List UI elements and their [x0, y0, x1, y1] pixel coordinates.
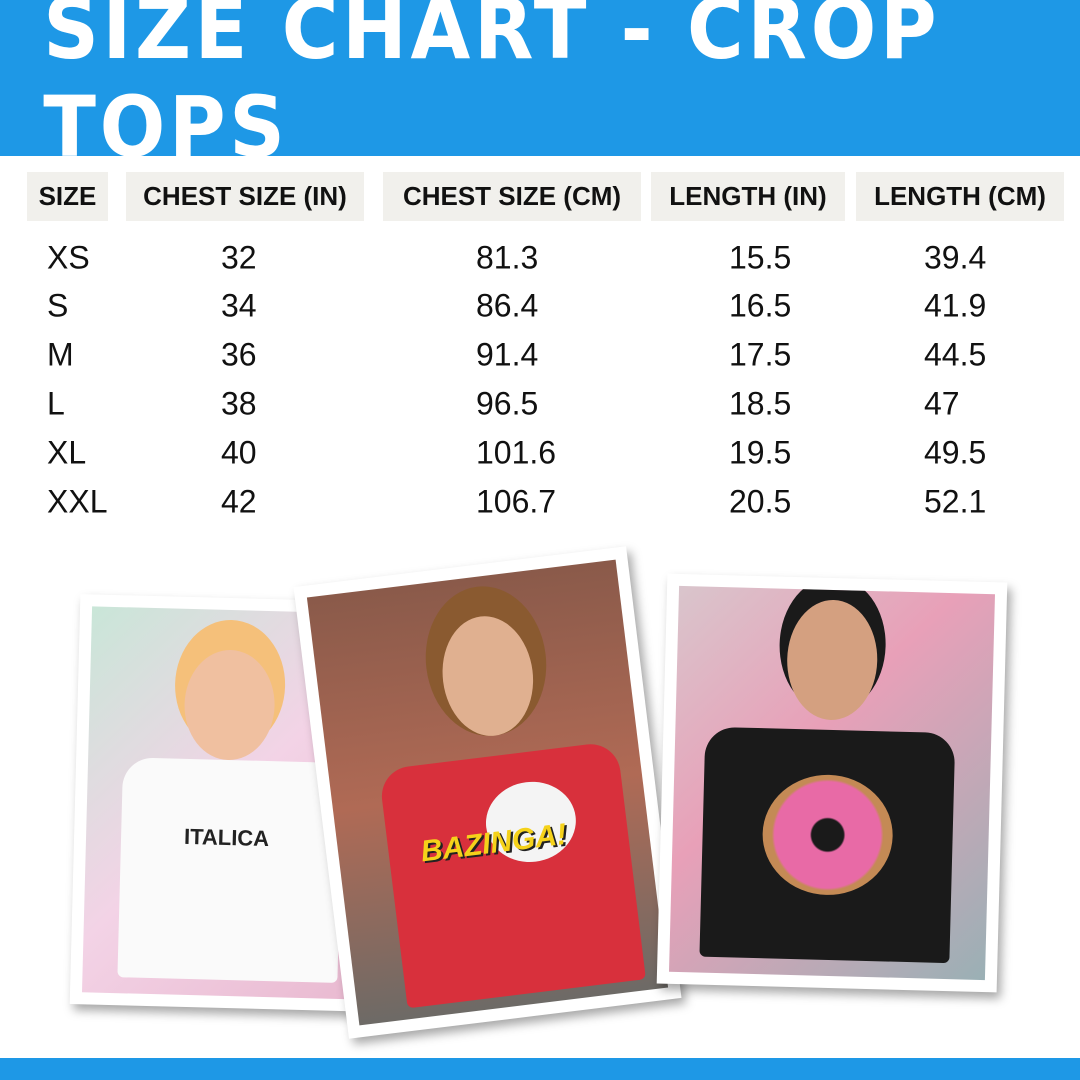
table-cell: 41.9 [924, 287, 987, 324]
table-cell: 42 [221, 483, 257, 520]
column-header: LENGTH (IN) [651, 172, 845, 221]
table-cell: 32 [221, 239, 257, 276]
table-cell: 39.4 [924, 239, 987, 276]
title-banner: SIZE CHART - CROP TOPS [0, 0, 1080, 176]
table-cell: 91.4 [476, 336, 539, 373]
table-cell: 20.5 [729, 483, 792, 520]
table-cell: 40 [221, 434, 257, 471]
table-cell: 34 [221, 287, 257, 324]
table-cell: 17.5 [729, 336, 792, 373]
table-cell: XXL [47, 483, 108, 520]
table-cell: 106.7 [476, 483, 557, 520]
column-header: CHEST SIZE (IN) [126, 172, 364, 221]
table-cell: 38 [221, 385, 257, 422]
table-cell: 19.5 [729, 434, 792, 471]
column-header: SIZE [27, 172, 108, 221]
table-cell: 81.3 [476, 239, 539, 276]
column-header: LENGTH (CM) [856, 172, 1064, 221]
page-title: SIZE CHART - CROP TOPS [43, 0, 941, 176]
table-cell: 18.5 [729, 385, 792, 422]
table-cell: 52.1 [924, 483, 987, 520]
photo-red-crop-top: BAZINGA! [293, 546, 682, 1039]
table-cell: M [47, 336, 74, 373]
photo-black-crop-top [656, 573, 1008, 993]
table-cell: 96.5 [476, 385, 539, 422]
table-cell: 36 [221, 336, 257, 373]
table-cell: 47 [924, 385, 960, 422]
table-cell: 101.6 [476, 434, 557, 471]
table-cell: 44.5 [924, 336, 987, 373]
table-cell: 49.5 [924, 434, 987, 471]
table-cell: L [47, 385, 65, 422]
column-header: CHEST SIZE (CM) [383, 172, 641, 221]
footer-bar [0, 1058, 1080, 1080]
table-cell: XS [47, 239, 90, 276]
table-cell: 15.5 [729, 239, 792, 276]
table-cell: S [47, 287, 69, 324]
table-cell: XL [47, 434, 87, 471]
table-cell: 86.4 [476, 287, 539, 324]
table-cell: 16.5 [729, 287, 792, 324]
